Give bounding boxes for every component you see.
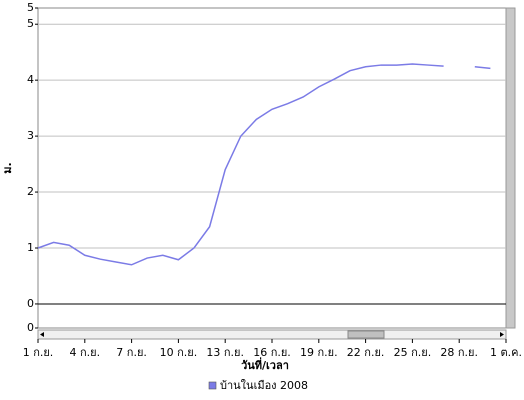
x-tick-label: 4 ก.ย. (70, 346, 101, 359)
x-tick-label: 25 ก.ย. (394, 346, 432, 359)
y-tick-label: 5 (27, 1, 34, 14)
y-tick-label: 4 (27, 73, 34, 86)
x-tick-label: 7 ก.ย. (116, 346, 147, 359)
scroll-left[interactable] (40, 332, 44, 337)
x-tick-label: 22 ก.ย. (347, 346, 385, 359)
x-tick-label: 10 ก.ย. (160, 346, 198, 359)
scroll-thumb[interactable] (347, 330, 385, 339)
x-tick-label: 19 ก.ย. (300, 346, 338, 359)
scroll-right[interactable] (500, 332, 504, 337)
y-tick-label: 0 (27, 297, 34, 310)
x-tick-label: 16 ก.ย. (253, 346, 291, 359)
y-tick-label: 1 (27, 241, 34, 254)
data-line (37, 63, 491, 266)
x-axis-label: วันที่/เวลา (241, 357, 289, 372)
x-tick-label: 1 ก.ย. (23, 346, 54, 359)
horizontal-scrollbar[interactable] (37, 329, 507, 340)
plot-frame (37, 7, 507, 329)
y-axis-label: ม. (1, 162, 14, 173)
x-tick-label: 1 ต.ค. (490, 346, 522, 359)
y-tick-label: 3 (27, 129, 34, 142)
x-tick-label: 13 ก.ย. (206, 346, 244, 359)
y-tick-label: 2 (27, 185, 34, 198)
x-tick-label: 28 ก.ย. (440, 346, 478, 359)
legend-swatch (208, 381, 217, 390)
y-tick-label: 0 (27, 321, 34, 334)
legend-label: บ้านในเมือง 2008 (220, 379, 308, 392)
y-tick-label: 5 (27, 17, 34, 30)
vertical-scrollbar[interactable] (505, 7, 516, 329)
